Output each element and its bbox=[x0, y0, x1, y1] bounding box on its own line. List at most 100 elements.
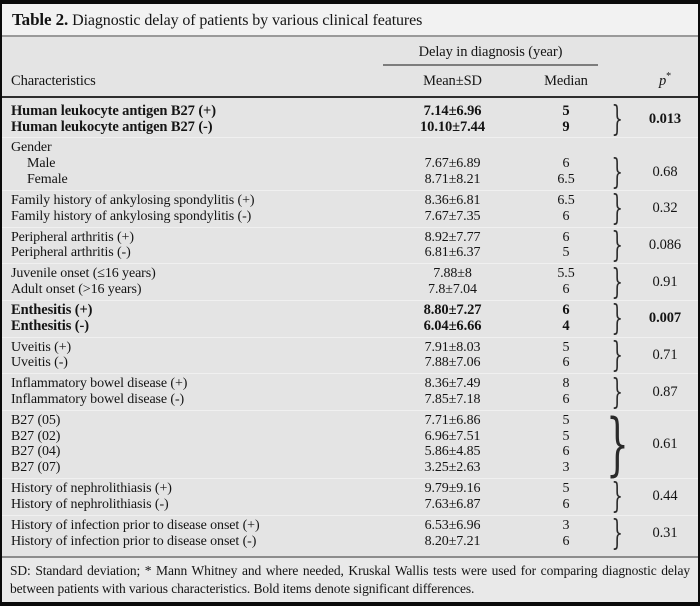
labels-column: Inflammatory bowel disease (+) Inflammato… bbox=[2, 376, 375, 408]
mean-value: 7.67±7.35 bbox=[424, 208, 481, 224]
median-value: 4 bbox=[562, 317, 570, 334]
brace-icon: } bbox=[611, 188, 623, 229]
feature-group: Juvenile onset (≤16 years) Adult onset (>… bbox=[2, 263, 698, 300]
mean-value: 6.53±6.96 bbox=[424, 517, 481, 533]
p-column: 0.91 bbox=[632, 266, 698, 298]
row-label: Enthesitis (-) bbox=[11, 317, 89, 334]
p-column: 0.44 bbox=[632, 481, 698, 513]
median-value: 5.5 bbox=[557, 266, 575, 282]
row-label: History of infection prior to disease on… bbox=[11, 517, 260, 533]
mean-column: 8.92±7.77 6.81±6.37 bbox=[375, 230, 530, 262]
brace-icon: } bbox=[605, 404, 629, 485]
brace-column: } bbox=[602, 404, 632, 485]
p-column: 0.31 bbox=[632, 518, 698, 550]
feature-group: Family history of ankylosing spondylitis… bbox=[2, 188, 698, 229]
median-value: 6 bbox=[562, 355, 570, 371]
row-label: Uveitis (+) bbox=[11, 339, 72, 355]
brace-column: } bbox=[602, 479, 632, 513]
feature-group: History of infection prior to disease on… bbox=[2, 512, 698, 554]
p-value: 0.44 bbox=[652, 488, 678, 505]
median-value: 6 bbox=[562, 496, 570, 512]
mean-column: 6.53±6.96 8.20±7.21 bbox=[375, 518, 530, 550]
brace-column: } bbox=[602, 512, 632, 554]
median-value: 5 bbox=[562, 245, 570, 261]
p-value: 0.32 bbox=[652, 200, 678, 217]
mean-value: 8.80±7.27 bbox=[423, 301, 482, 318]
brace-icon: } bbox=[611, 151, 623, 192]
feature-group: Enthesitis (+) Enthesitis (-) 8.80±7.27 6.0… bbox=[2, 299, 698, 337]
brace-icon: } bbox=[611, 98, 623, 140]
row-label: Female bbox=[27, 172, 68, 188]
labels-column: History of infection prior to disease on… bbox=[2, 518, 375, 550]
median-column: 5.5 6 bbox=[530, 266, 602, 298]
row-label: Enthesitis (+) bbox=[11, 301, 93, 318]
mean-value: 10.10±7.44 bbox=[420, 118, 485, 135]
median-header: Median bbox=[544, 72, 588, 89]
labels-column: Human leukocyte antigen B27 (+) Human leu… bbox=[2, 103, 375, 136]
table-title: Table 2. Diagnostic delay of patients by… bbox=[2, 4, 698, 37]
median-value: 6 bbox=[562, 282, 570, 298]
labels-column: Enthesitis (+) Enthesitis (-) bbox=[2, 301, 375, 335]
table-body: Human leukocyte antigen B27 (+) Human leu… bbox=[2, 98, 698, 557]
median-value: 6 bbox=[562, 229, 570, 245]
mean-column: 8.80±7.27 6.04±6.66 bbox=[375, 301, 530, 335]
mean-value: 7.63±6.87 bbox=[424, 496, 481, 512]
median-value: 3 bbox=[562, 460, 570, 476]
p-value: 0.71 bbox=[652, 346, 678, 363]
median-value: 5 bbox=[562, 339, 570, 355]
p-column: 0.87 bbox=[632, 376, 698, 408]
p-column: 0.32 bbox=[632, 193, 698, 225]
mean-column: 7.71±6.86 6.96±7.51 5.86±4.85 3.25±2.63 bbox=[375, 413, 530, 476]
labels-column: Peripheral arthritis (+) Peripheral arthr… bbox=[2, 230, 375, 262]
median-value: 6 bbox=[562, 156, 570, 172]
row-label: Family history of ankylosing spondylitis… bbox=[11, 208, 252, 224]
mean-value: 7.67±6.89 bbox=[424, 156, 481, 172]
median-column: 6.5 6 bbox=[530, 193, 602, 225]
row-label: Inflammatory bowel disease (+) bbox=[11, 376, 188, 392]
median-value: 6 bbox=[562, 444, 570, 460]
characteristics-header: Characteristics bbox=[11, 72, 96, 89]
row-label: Adult onset (>16 years) bbox=[11, 282, 142, 298]
p-value: 0.31 bbox=[652, 525, 678, 542]
mean-spacer bbox=[375, 140, 530, 156]
brace-column: } bbox=[602, 374, 632, 408]
row-label: Peripheral arthritis (+) bbox=[11, 229, 134, 245]
row-label: Male bbox=[27, 156, 56, 172]
brace-icon: } bbox=[611, 512, 623, 554]
median-value: 6.5 bbox=[557, 192, 575, 208]
p-header-label: p* bbox=[658, 71, 672, 89]
row-label: Uveitis (-) bbox=[11, 355, 68, 371]
mean-value: 7.91±8.03 bbox=[424, 339, 481, 355]
mean-value: 7.88±7.06 bbox=[424, 355, 481, 371]
brace-column: } bbox=[602, 224, 632, 265]
mean-sd-header: Mean±SD bbox=[423, 72, 482, 89]
labels-column: Gender Male Female bbox=[2, 140, 375, 187]
spanning-header-row: Delay in diagnosis (year) bbox=[2, 37, 698, 66]
mean-value: 7.85±7.18 bbox=[424, 392, 481, 408]
mean-value: 8.71±8.21 bbox=[424, 172, 481, 188]
row-label: Peripheral arthritis (-) bbox=[11, 245, 131, 261]
median-value: 6 bbox=[562, 301, 570, 318]
mean-value: 9.79±9.16 bbox=[424, 481, 481, 497]
brace-column: } bbox=[602, 188, 632, 229]
footer-note: SD: Standard deviation; * Mann Whitney a… bbox=[2, 556, 698, 602]
p-value: 0.87 bbox=[652, 383, 678, 400]
median-value: 5 bbox=[562, 102, 570, 119]
mean-value: 8.92±7.77 bbox=[424, 229, 481, 245]
feature-group: Peripheral arthritis (+) Peripheral arthr… bbox=[2, 224, 698, 265]
labels-column: History of nephrolithiasis (+) History of… bbox=[2, 481, 375, 513]
table-header: Delay in diagnosis (year) Characteristic… bbox=[2, 37, 698, 98]
brace-icon: } bbox=[611, 224, 623, 265]
row-label: B27 (04) bbox=[11, 444, 61, 460]
p-value: 0.007 bbox=[648, 310, 682, 327]
brace-column: } bbox=[602, 338, 632, 372]
row-label: Family history of ankylosing spondylitis… bbox=[11, 192, 255, 208]
median-value: 6 bbox=[562, 533, 570, 549]
mean-column: 8.36±6.81 7.67±7.35 bbox=[375, 193, 530, 225]
feature-group: B27 (05) B27 (02) B27 (04) B27 (07) 7.71±6.8… bbox=[2, 404, 698, 485]
